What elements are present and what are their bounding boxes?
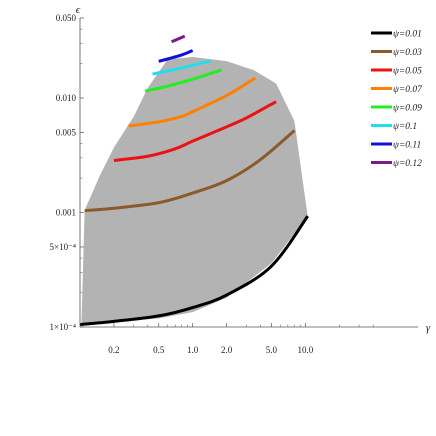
feasible-region-layer xyxy=(81,57,308,324)
y-tick-label: 0.050 xyxy=(56,13,77,23)
legend-label: ψ=0.07 xyxy=(393,85,423,95)
legend-label: ψ=0.09 xyxy=(393,104,422,114)
x-axis-label: γ xyxy=(426,322,431,334)
ticks-layer: 0.2 0.5 1.0 2.0 5.0 10.0 1×10⁻⁴ 5×10⁻⁴ 0.001 0.00… xyxy=(50,13,374,355)
series-line-6 xyxy=(152,59,212,76)
legend-label: ψ=0.11 xyxy=(393,141,421,151)
legend-label: ψ=0.05 xyxy=(393,67,422,77)
series-line-1 xyxy=(79,215,309,327)
x-tick-label: 0.2 xyxy=(108,345,119,355)
y-tick-label: 0.001 xyxy=(56,208,76,218)
legend-label: ψ=0.01 xyxy=(393,30,422,40)
series-line-2 xyxy=(84,129,296,213)
legend: ψ=0.01 ψ=0.03 ψ=0.05 ψ=0.07 ψ=0.09 ψ=0.1 ψ=0.1… xyxy=(371,30,423,169)
x-tick-label: 10.0 xyxy=(297,345,313,355)
series-line-7 xyxy=(158,49,194,63)
legend-label: ψ=0.1 xyxy=(393,122,417,132)
series-line-4 xyxy=(128,76,257,128)
x-tick-label: 2.0 xyxy=(221,345,233,355)
series-layer xyxy=(79,34,309,327)
x-tick-label: 5.0 xyxy=(266,345,278,355)
legend-label: ψ=0.03 xyxy=(393,48,422,58)
x-tick-label: 1.0 xyxy=(187,345,199,355)
legend-label: ψ=0.12 xyxy=(393,159,422,169)
series-line-5 xyxy=(144,68,222,93)
y-axis-label: ϵ xyxy=(76,4,81,16)
series-line-3 xyxy=(113,100,277,162)
y-tick-label: 1×10⁻⁴ xyxy=(50,322,76,332)
axes: ϵ γ xyxy=(76,4,431,334)
feasible-region xyxy=(81,57,308,324)
y-tick-label: 0.010 xyxy=(56,93,77,103)
y-tick-label: 0.005 xyxy=(56,127,77,137)
series-line-8 xyxy=(170,34,186,44)
y-tick-label: 5×10⁻⁴ xyxy=(50,242,76,252)
x-tick-label: 0.5 xyxy=(153,345,165,355)
